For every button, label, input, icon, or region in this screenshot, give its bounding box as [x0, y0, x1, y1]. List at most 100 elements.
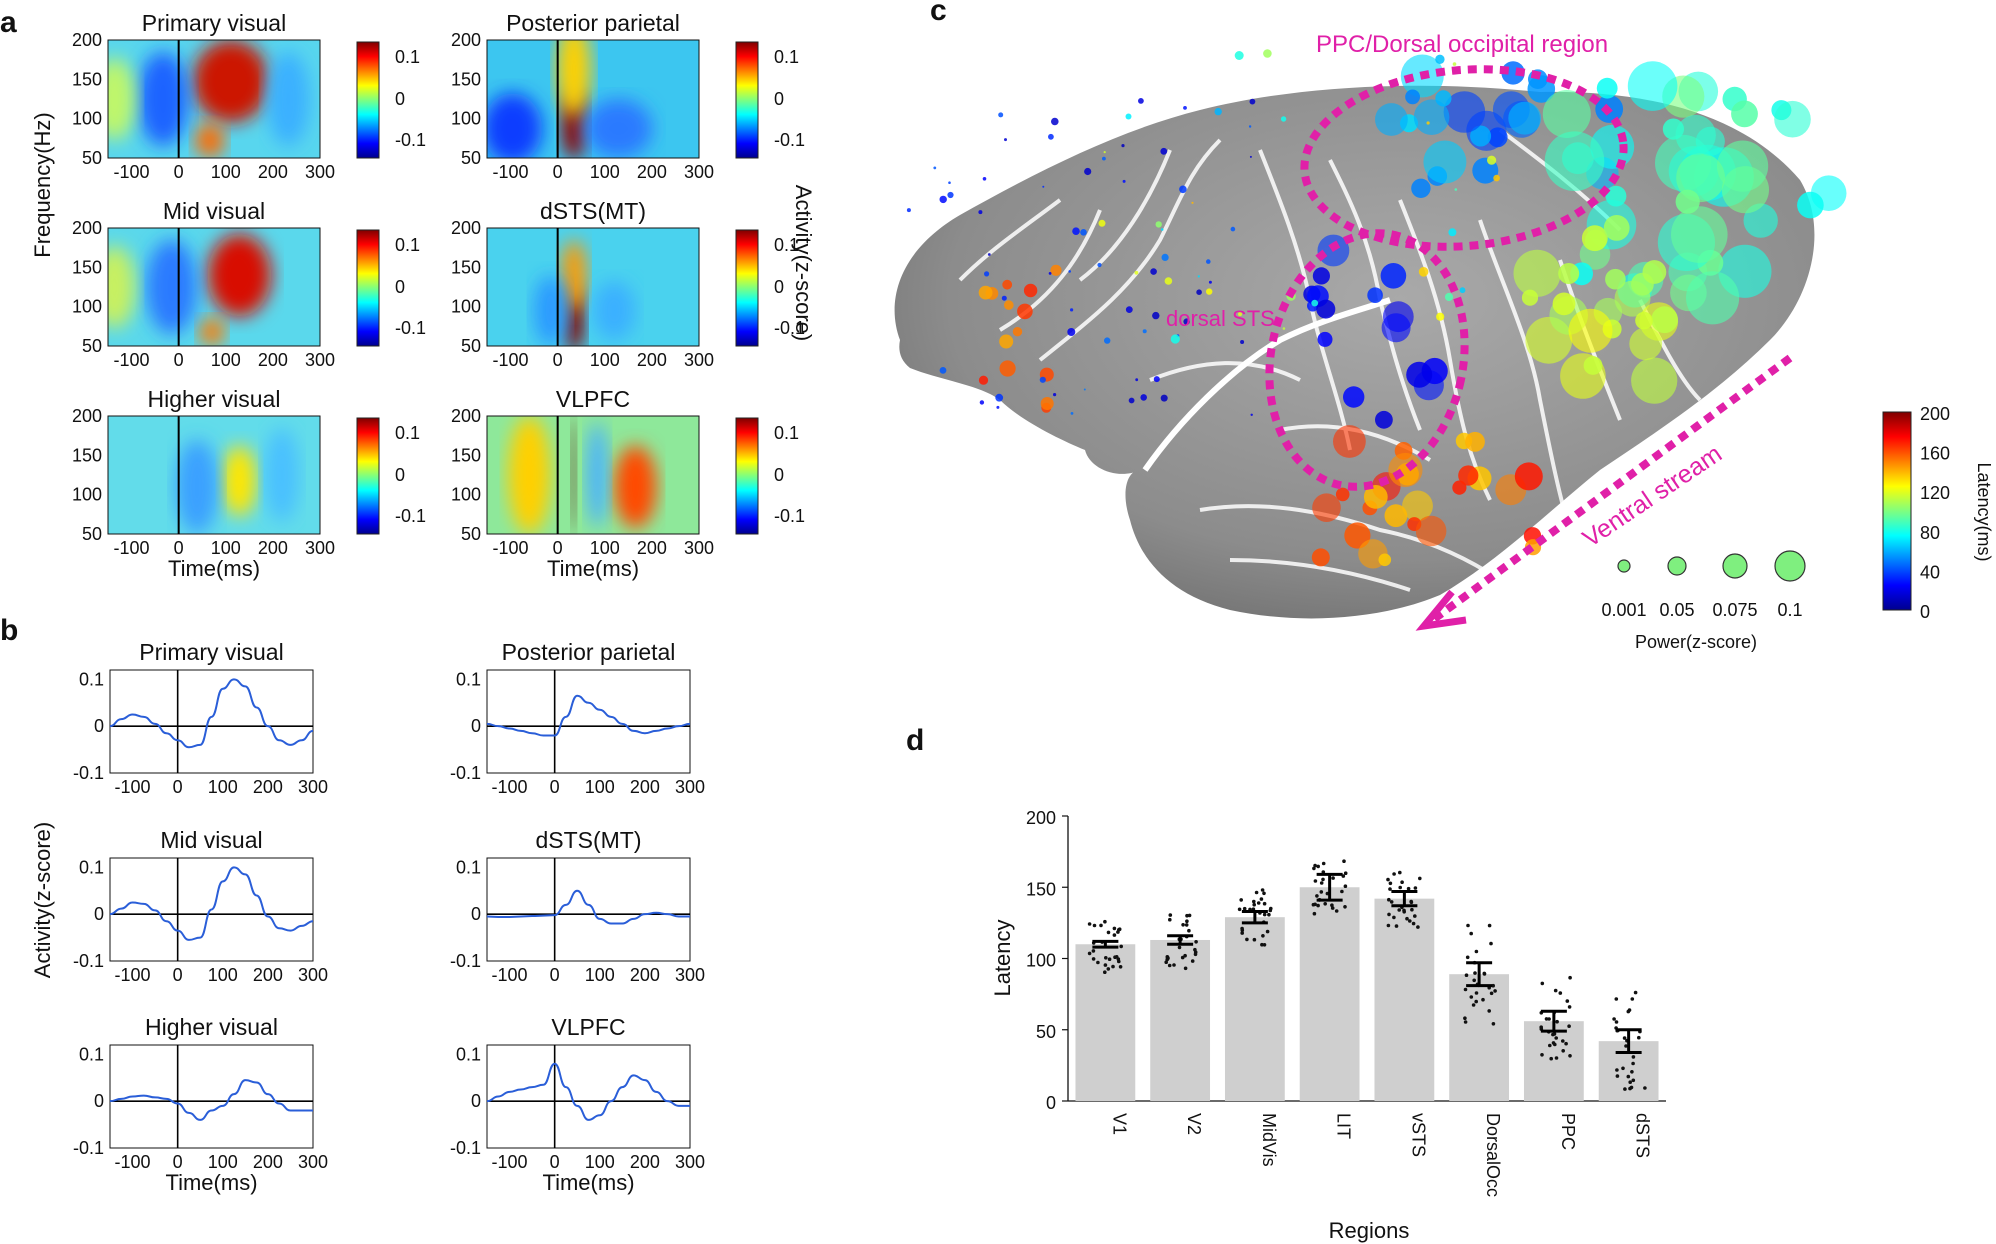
- bar-data-point: [1254, 890, 1259, 895]
- tf-map-frame: [107, 415, 321, 535]
- bar-category-label: LIT: [1334, 1113, 1354, 1139]
- electrode-dot: [998, 112, 1004, 118]
- electrode-dot: [1388, 452, 1423, 488]
- tf-map-blob: [199, 317, 225, 346]
- line-plot-0: Primary visual 0.1 0 -0.1 -100 0 100 200 300: [73, 639, 328, 797]
- electrode-dot: [1458, 465, 1479, 486]
- bar-data-point: [1190, 959, 1195, 963]
- bar: [1150, 939, 1211, 1101]
- electrode-dot: [1125, 113, 1132, 120]
- line-plot-xtick: -100: [115, 777, 151, 797]
- electrode-dot: [984, 271, 990, 277]
- electrode-dot: [1012, 327, 1023, 337]
- tf-map-ytick: 150: [72, 257, 102, 277]
- bar-data-point: [1409, 900, 1414, 905]
- electrode-dot: [1002, 279, 1013, 290]
- bar-data-point: [1313, 902, 1317, 907]
- tf-map-ytick: 200: [72, 406, 102, 426]
- line-plot-title: Mid visual: [160, 827, 262, 853]
- bar-data-point: [1252, 899, 1256, 904]
- electrode-dot: [1084, 167, 1092, 176]
- line-plot-series-line: [486, 694, 691, 737]
- tf-map-xtick: -100: [114, 350, 150, 370]
- bar-data-point: [1387, 897, 1391, 902]
- electrode-dot: [933, 166, 937, 170]
- tf-map-xtick: 200: [258, 350, 288, 370]
- electrode-dot: [1343, 386, 1365, 408]
- bar-category-label: PPC: [1558, 1113, 1578, 1150]
- line-plot-title: Primary visual: [139, 639, 283, 665]
- tf-map-blob: [146, 239, 198, 335]
- tf-map-ytick: 50: [461, 524, 481, 544]
- tf-map-xtick: 200: [637, 162, 667, 182]
- electrode-dot: [1581, 225, 1608, 252]
- bar-data-point: [1474, 991, 1479, 995]
- electrode-dot: [1405, 89, 1420, 105]
- bar-data-point: [1568, 1054, 1572, 1058]
- bar-data-point: [1330, 906, 1335, 910]
- bar-data-point: [1262, 901, 1267, 906]
- electrode-dot: [982, 177, 987, 181]
- bar-data-point: [1463, 1020, 1468, 1024]
- electrode-dot: [1402, 490, 1433, 522]
- bar-data-point: [1106, 967, 1111, 971]
- bar-data-point: [1193, 952, 1198, 957]
- tf-map-blobs: [533, 239, 636, 346]
- tf-map-ytick: 150: [451, 445, 481, 465]
- electrode-dot: [1493, 174, 1500, 182]
- tf-map-frame: [486, 415, 700, 535]
- bar-data-point: [1567, 1005, 1572, 1009]
- bar-data-point: [1558, 991, 1563, 995]
- bar-data-point: [1323, 902, 1327, 906]
- line-plot-xtick: 100: [585, 965, 615, 985]
- tf-map-colorbar-tick: 0.1: [774, 47, 799, 67]
- bar-data-point: [1474, 949, 1479, 954]
- bar-data-point: [1262, 891, 1266, 896]
- electrode-dot: [1459, 287, 1466, 294]
- electrode-dot: [1568, 308, 1613, 353]
- electrode-dot: [1051, 117, 1059, 126]
- bar-data-point: [1099, 923, 1103, 928]
- bar-data-point: [1413, 886, 1418, 890]
- tf-map-colorbar-tick: 0.1: [774, 235, 799, 255]
- electrode-dot: [1122, 179, 1126, 183]
- line-plot-ytick: -0.1: [73, 763, 104, 783]
- line-plot-ytick: 0: [471, 716, 481, 736]
- electrode-dot: [1191, 201, 1194, 204]
- electrode-dot: [1138, 98, 1144, 104]
- line-plot-series-line: [486, 889, 690, 925]
- tf-map-ytick: 200: [451, 30, 481, 50]
- bar-data-point: [1493, 989, 1497, 993]
- latency-colorbar-tick: 160: [1920, 444, 1950, 464]
- tf-map-blob: [556, 40, 591, 117]
- bar-data-point: [1262, 912, 1267, 917]
- bar-data-point: [1343, 884, 1348, 888]
- tf-map-ytick: 150: [72, 445, 102, 465]
- tf-map-xtick: 200: [258, 162, 288, 182]
- electrode-dot: [1452, 62, 1457, 66]
- tf-map-colorbar: [735, 417, 759, 535]
- bar-data-point: [1316, 903, 1320, 908]
- bar-data-point: [1172, 963, 1176, 967]
- electrode-dot: [1160, 228, 1164, 231]
- tf-map-colorbar-tick: -0.1: [774, 506, 805, 526]
- tf-map-blob: [267, 51, 310, 147]
- bar-data-point: [1626, 1074, 1631, 1079]
- bar-data-point: [1245, 937, 1249, 942]
- line-plot-xtick: 200: [253, 777, 283, 797]
- bar-data-point: [1187, 928, 1191, 933]
- bar-data-point: [1388, 881, 1393, 886]
- bar-chart-ytick: 50: [1036, 1022, 1056, 1042]
- bar-data-point: [1240, 931, 1244, 935]
- electrode-dot: [1635, 311, 1653, 330]
- bar-data-point: [1548, 1043, 1552, 1048]
- bar-data-point: [1168, 917, 1172, 922]
- line-plot-ytick: 0: [471, 904, 481, 924]
- bar-data-point: [1631, 1078, 1636, 1083]
- tf-map-xtick: 300: [684, 162, 714, 182]
- electrode-dot: [1183, 106, 1187, 110]
- line-plot-xtick: 100: [585, 1152, 615, 1172]
- line-plot-xtick: 200: [253, 965, 283, 985]
- electrode-dot: [1206, 288, 1213, 295]
- tf-map-xtick: -100: [493, 350, 529, 370]
